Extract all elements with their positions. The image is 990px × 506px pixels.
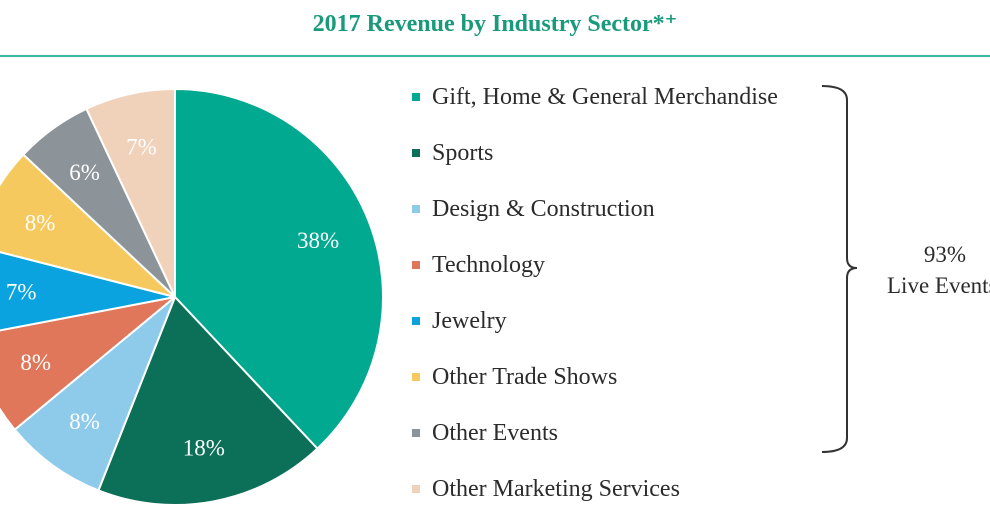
legend-swatch <box>412 93 420 101</box>
legend-label: Other Marketing Services <box>432 475 680 502</box>
bracket-line <box>821 85 858 453</box>
legend-swatch <box>412 261 420 269</box>
legend-swatch <box>412 205 420 213</box>
legend-swatch <box>412 317 420 325</box>
legend-item-gift-home-general-merchandise: Gift, Home & General Merchandise <box>412 80 778 114</box>
pie-slice-jewelry <box>0 251 176 332</box>
legend-item-technology: Technology <box>412 248 545 282</box>
legend-item-jewelry: Jewelry <box>412 304 507 338</box>
legend-label: Sports <box>432 139 494 166</box>
legend-label: Other Trade Shows <box>432 363 618 390</box>
slice-label-design-construction: 8% <box>69 409 100 434</box>
legend-item-other-events: Other Events <box>412 416 558 450</box>
slice-label-sports: 18% <box>183 436 225 461</box>
legend-swatch <box>412 149 420 157</box>
chart-title: 2017 Revenue by Industry Sector*⁺ <box>312 11 678 37</box>
legend-swatch <box>412 485 420 493</box>
pie-slice-technology <box>0 296 176 431</box>
pie-slice-gift-home-general-merchandise <box>174 87 384 451</box>
legend-swatch <box>412 373 420 381</box>
legend-item-other-marketing-services: Other Marketing Services <box>412 472 680 506</box>
legend-label: Technology <box>432 251 545 278</box>
pie-slice-other-marketing-services <box>85 87 176 298</box>
legend-label: Jewelry <box>432 307 507 334</box>
bracket-caption: Live Events <box>887 273 990 298</box>
bracket-value: 93% <box>923 242 967 267</box>
pie-slice-other-trade-shows <box>0 153 176 298</box>
legend-label: Design & Construction <box>432 195 655 222</box>
slice-label-jewelry: 7% <box>6 280 37 305</box>
legend-label: Other Events <box>432 419 558 446</box>
pie-slice-design-construction <box>13 296 176 492</box>
slice-label-gift-home-general-merchandise: 38% <box>297 228 339 253</box>
pie-slice-sports <box>97 295 319 506</box>
legend-swatch <box>412 429 420 437</box>
legend-item-design-construction: Design & Construction <box>412 192 655 226</box>
title-divider <box>0 55 990 57</box>
slice-label-other-events: 6% <box>69 160 100 185</box>
legend-item-other-trade-shows: Other Trade Shows <box>412 360 617 394</box>
slice-label-other-marketing-services: 7% <box>126 134 157 159</box>
slice-label-technology: 8% <box>20 350 51 375</box>
slice-label-other-trade-shows: 8% <box>25 210 56 235</box>
legend-label: Gift, Home & General Merchandise <box>432 83 778 110</box>
legend-item-sports: Sports <box>412 136 493 170</box>
